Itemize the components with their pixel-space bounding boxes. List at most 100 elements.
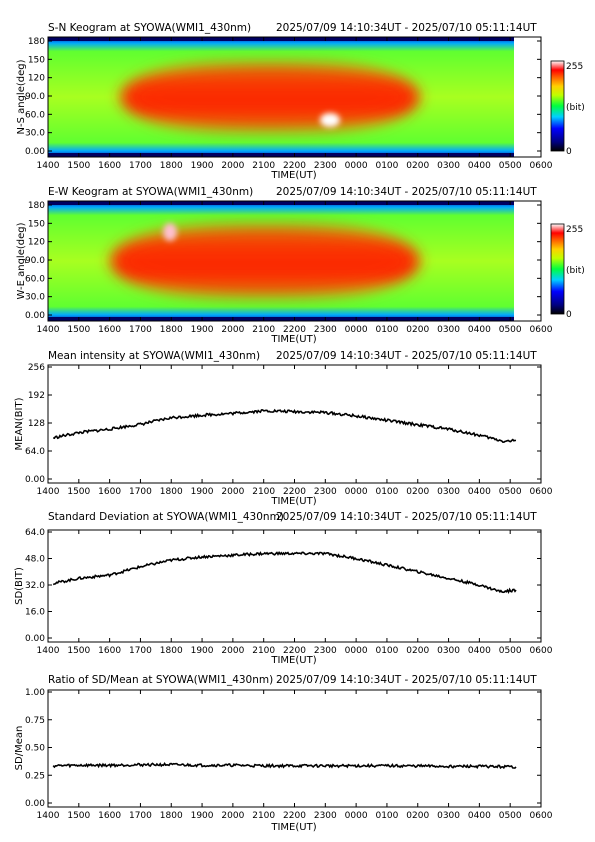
x-tick-label: 1900 [191,811,214,821]
x-tick-label: 1500 [67,325,90,335]
ew-keogram-colorbar: 255 (bit) 0 [550,223,585,320]
x-tick-label: 2100 [252,487,275,497]
mean-intensity-panel: Mean intensity at SYOWA(WMI1_430nm) 2025… [14,350,553,507]
x-tick-label: 0500 [499,487,522,497]
x-tick-label: 1600 [98,487,121,497]
y-tick-label: 150 [28,55,45,65]
y-tick-label: 0.00 [25,147,45,157]
x-tick-label: 0300 [437,487,460,497]
x-tick-label: 0600 [530,487,553,497]
x-tick-label: 2000 [221,646,244,656]
x-tick-label: 1900 [191,325,214,335]
y-tick-label: 30.0 [25,293,45,303]
x-tick-label: 0200 [406,161,429,171]
x-tick-label: 0600 [530,811,553,821]
x-tick-label: 1800 [160,487,183,497]
x-tick-label: 0200 [406,646,429,656]
x-tick-label: 1600 [98,325,121,335]
x-tick-label: 0000 [345,325,368,335]
x-tick-label: 0400 [468,811,491,821]
x-tick-label: 0300 [437,646,460,656]
x-tick-label: 2100 [252,325,275,335]
sd-title: Standard Deviation at SYOWA(WMI1_430nm) [48,511,284,523]
y-tick-label: 90.0 [25,92,45,102]
x-tick-label: 0400 [468,325,491,335]
y-tick-label: 256 [28,363,45,373]
y-tick-label: 0.00 [25,311,45,321]
x-tick-label: 0300 [437,325,460,335]
x-tick-label: 1600 [98,161,121,171]
x-tick-label: 0200 [406,811,429,821]
sd-time-range: 2025/07/09 14:10:34UT - 2025/07/10 05:11… [276,511,537,523]
x-tick-label: 2200 [283,487,306,497]
y-tick-label: 32.0 [25,581,45,591]
x-tick-label: 1800 [160,811,183,821]
x-tick-label: 1800 [160,161,183,171]
sn-colorbar-max: 255 [566,62,583,72]
sn-keogram-colorbar: 255 (bit) 0 [550,60,585,157]
x-tick-label: 2100 [252,161,275,171]
sn-keogram-image [48,37,514,157]
ratio-series-line [52,761,517,770]
ew-colorbar-min: 0 [566,310,572,320]
mean-ylabel: MEAN(BIT) [14,397,25,450]
sn-keogram-ylabel: N-S angle(deg) [16,59,27,134]
sd-xlabel: TIME(UT) [270,655,316,666]
x-tick-label: 0600 [530,325,553,335]
x-tick-label: 1600 [98,646,121,656]
ew-keogram-x-axis: 1400 1500 1600 1700 1800 1900 2000 2100 2200 2300… [37,201,553,335]
x-tick-label: 0500 [499,811,522,821]
x-tick-label: 0000 [345,646,368,656]
x-tick-label: 1900 [191,487,214,497]
ratio-xlabel: TIME(UT) [270,822,316,833]
ew-keogram-image [48,201,514,321]
x-tick-label: 0400 [468,487,491,497]
ratio-title: Ratio of SD/Mean at SYOWA(WMI1_430nm) [48,674,273,686]
x-tick-label: 0300 [437,811,460,821]
x-tick-label: 0300 [437,161,460,171]
y-tick-label: 60.0 [25,274,45,284]
y-tick-label: 0.00 [25,634,45,644]
mean-xlabel: TIME(UT) [270,496,316,507]
x-tick-label: 1500 [67,161,90,171]
y-tick-label: 60.0 [25,110,45,120]
x-tick-label: 2200 [283,161,306,171]
x-tick-label: 0400 [468,646,491,656]
x-tick-label: 1400 [37,325,60,335]
sn-keogram-title: S-N Keogram at SYOWA(WMI1_430nm) [48,22,251,34]
sn-keogram-x-axis: 1400 1500 1600 1700 1800 1900 2000 2100 2200 2300… [37,37,553,171]
x-tick-label: 0100 [375,487,398,497]
y-tick-label: 0.25 [25,771,45,781]
x-tick-label: 1700 [129,161,152,171]
x-tick-label: 1800 [160,325,183,335]
y-tick-label: 0.75 [25,716,45,726]
x-tick-label: 0100 [375,646,398,656]
x-tick-label: 2300 [314,811,337,821]
y-tick-label: 48.0 [25,555,45,565]
y-tick-label: 150 [28,219,45,229]
mean-title: Mean intensity at SYOWA(WMI1_430nm) [48,350,260,362]
x-tick-label: 2000 [221,487,244,497]
sd-y-axis: 0.00 16.0 32.0 48.0 64.0 [25,528,541,644]
y-tick-label: 128 [28,419,45,429]
x-tick-label: 0000 [345,161,368,171]
sn-keogram-panel: S-N Keogram at SYOWA(WMI1_430nm) 2025/07… [16,22,585,181]
y-tick-label: 0.00 [25,475,45,485]
sd-series-line [52,551,517,594]
x-tick-label: 2000 [221,161,244,171]
x-tick-label: 1500 [67,646,90,656]
x-tick-label: 0200 [406,325,429,335]
x-tick-label: 1700 [129,811,152,821]
x-tick-label: 2200 [283,811,306,821]
ratio-ylabel: SD/Mean [14,726,25,771]
x-tick-label: 0200 [406,487,429,497]
x-tick-label: 1500 [67,487,90,497]
x-tick-label: 1700 [129,325,152,335]
y-tick-label: 180 [28,37,45,47]
sd-x-axis: 1400 1500 1600 1700 1800 1900 2000 2100 2200 2300… [37,530,553,656]
ew-keogram-title: E-W Keogram at SYOWA(WMI1_430nm) [48,186,253,198]
ratio-y-axis: 0.00 0.25 0.50 0.75 1.00 [25,688,541,809]
y-tick-label: 64.0 [25,447,45,457]
ew-colorbar-unit: (bit) [566,266,585,276]
y-tick-label: 64.0 [25,528,45,538]
